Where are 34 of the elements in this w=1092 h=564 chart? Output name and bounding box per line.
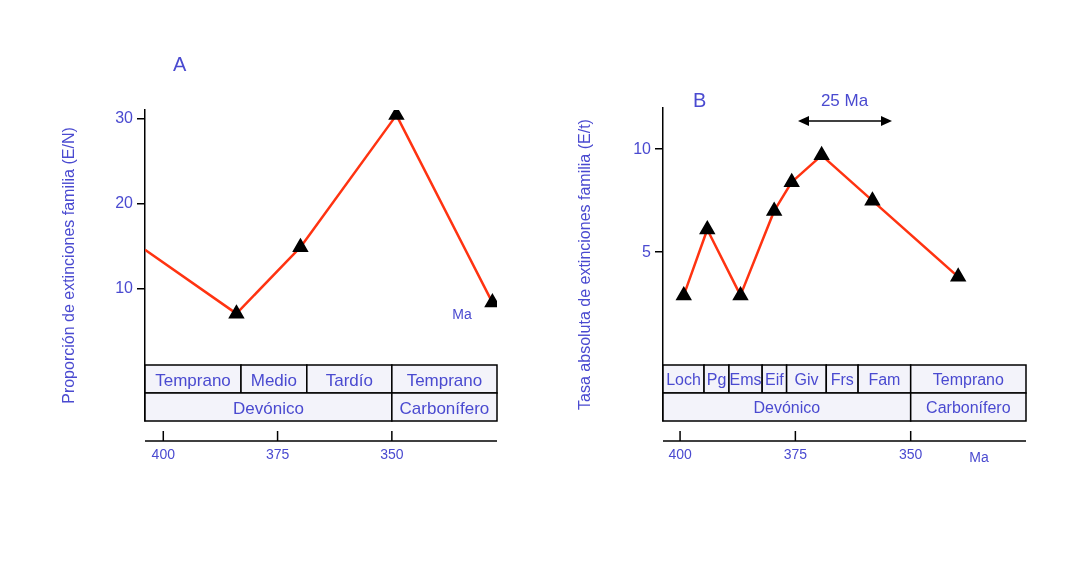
x-tick-label: 400 [151,446,176,463]
x-tick-label: 350 [380,446,404,463]
band-label: Carbonífero [926,399,1011,417]
y-tick-label: 30 [115,108,134,126]
band-label: Pg [706,371,727,389]
y-tick-label: 10 [633,139,652,157]
band-label: Frs [830,371,854,389]
band-label: Devónico [232,398,304,418]
band-label: Giv [794,371,819,389]
band-label: Temprano [932,371,1005,389]
x-tick-label: 350 [899,446,923,463]
x-tick-label: 400 [668,446,692,463]
chart-title: A [173,52,187,75]
band-label: Devónico [753,399,821,417]
band-label: Fam [868,371,901,389]
x-tick-label: 375 [265,446,290,463]
x-tick-label: 375 [783,446,808,463]
band-label: Eif [765,371,785,389]
x-axis-title: Ma [969,448,989,465]
y-axis-title: Tasa absoluta de extinciones familia (E/t) [576,119,594,410]
band-label: Ems [729,371,762,389]
band-label: Loch [666,371,701,389]
annotation: 25 Ma [820,90,869,110]
annotation: Ma [452,305,472,322]
band-label: Temprano [406,370,483,390]
band-label: Carbonífero [399,398,490,418]
band-label: Medio [250,370,298,390]
y-tick-label: 5 [642,242,652,260]
y-tick-label: 20 [115,194,134,212]
chart-title: B [693,88,707,111]
band-label: Temprano [155,370,231,390]
y-axis-title: Proporción de extinciones familia (E/N) [60,127,78,404]
y-tick-label: 10 [115,279,134,297]
band-label: Tardío [325,370,373,390]
